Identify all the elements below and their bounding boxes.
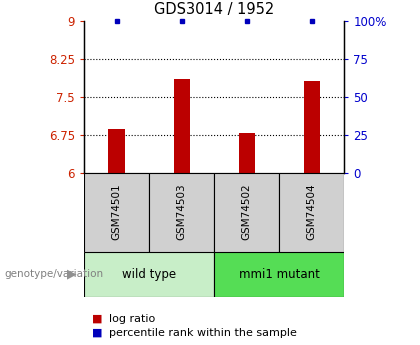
Title: GDS3014 / 1952: GDS3014 / 1952 [154,2,274,17]
Text: ■: ■ [92,314,103,324]
Text: ▶: ▶ [67,268,76,281]
Text: ■: ■ [92,328,103,338]
Bar [239,133,255,172]
Text: GSM74503: GSM74503 [177,184,186,240]
Text: genotype/variation: genotype/variation [4,269,103,279]
Bar [108,129,125,172]
Bar [84,172,149,252]
Text: mmi1 mutant: mmi1 mutant [239,268,320,281]
Bar [214,252,344,297]
Bar [214,172,279,252]
Bar [304,81,320,172]
Text: GSM74504: GSM74504 [307,184,317,240]
Bar [149,172,214,252]
Text: GSM74502: GSM74502 [242,184,252,240]
Text: log ratio: log ratio [109,314,155,324]
Bar [173,79,190,172]
Bar [84,252,214,297]
Bar [279,172,344,252]
Text: GSM74501: GSM74501 [112,184,121,240]
Text: percentile rank within the sample: percentile rank within the sample [109,328,297,338]
Text: wild type: wild type [122,268,176,281]
